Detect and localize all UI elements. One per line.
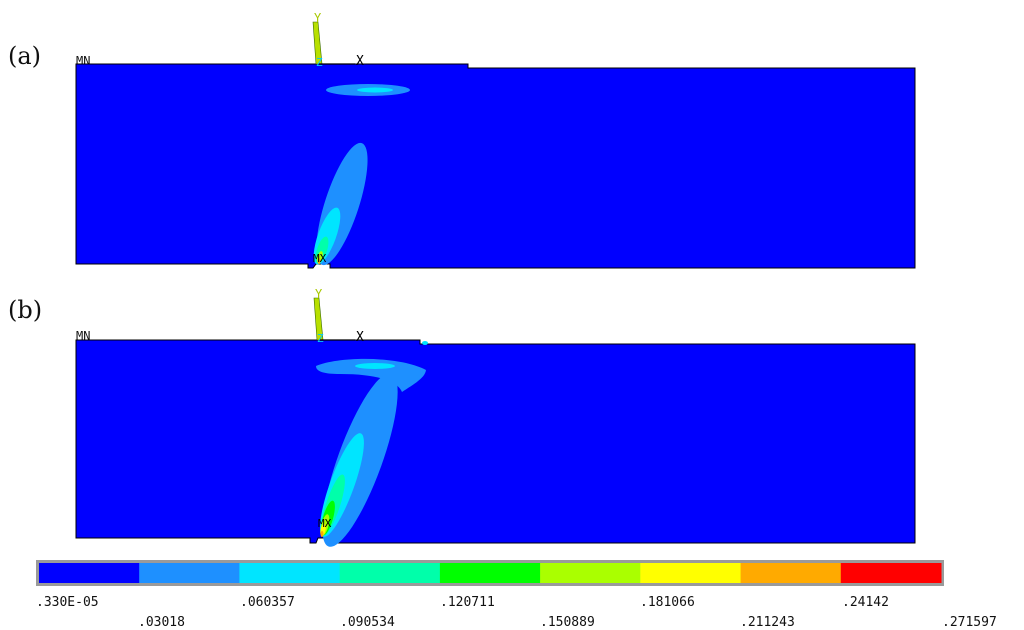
legend-swatch-9: [840, 563, 942, 583]
legend-value-9: .24142: [842, 595, 889, 610]
legend-swatch-1: [39, 563, 140, 583]
legend-value-3: .060357: [240, 595, 295, 610]
panel-b-shallow-contour: [316, 358, 426, 392]
panel-b-shallow-contour-core: [355, 363, 395, 369]
panel-a-axis-x: X: [356, 54, 364, 69]
legend-swatch-6: [540, 563, 641, 583]
legend-value-7: .181066: [640, 595, 695, 610]
legend: .330E-05 .03018 .060357 .090534 .120711 …: [36, 560, 997, 630]
panel-b-surface-contour: [422, 341, 428, 345]
legend-value-4: .090534: [340, 615, 395, 630]
legend-swatch-8: [740, 563, 842, 583]
legend-value-6: .150889: [540, 615, 595, 630]
legend-value-1: .330E-05: [36, 595, 99, 610]
panel-a-shallow-contour-core: [357, 87, 393, 93]
panel-b-axis-z: Z: [317, 332, 324, 345]
panel-a-axis-triad: Y X Z: [312, 11, 364, 69]
panel-a-plume-hot: [317, 258, 321, 264]
panel-b-max-label: MX: [318, 517, 332, 530]
panel-b-axis-triad: Y X Z: [313, 287, 364, 345]
panel-b-label: (b): [8, 296, 42, 324]
legend-swatch-3: [239, 563, 341, 583]
legend-value-10: .271597: [942, 615, 997, 630]
panel-a-label: (a): [8, 42, 41, 70]
panel-b-axis-x: X: [356, 330, 364, 345]
panel-b: (b) MN Y X Z MX: [8, 287, 916, 547]
legend-value-8: .211243: [740, 615, 795, 630]
panel-a: (a) MN Y X Z MX: [8, 11, 916, 269]
legend-swatch-5: [439, 563, 541, 583]
legend-swatch-2: [139, 563, 240, 583]
panel-b-plume-hot: [320, 531, 324, 537]
legend-swatch-4: [339, 563, 441, 583]
panel-b-axis-y: Y: [315, 287, 323, 301]
panel-a-model-body: [75, 63, 916, 269]
legend-swatch-7: [640, 563, 741, 583]
legend-swatches: [39, 563, 942, 583]
panel-b-model-body: [75, 339, 916, 544]
legend-value-2: .03018: [138, 615, 185, 630]
panel-a-axis-z: Z: [316, 56, 323, 69]
panel-a-max-label: MX: [313, 252, 327, 265]
legend-value-5: .120711: [440, 595, 495, 610]
panel-a-axis-y: Y: [314, 11, 322, 25]
